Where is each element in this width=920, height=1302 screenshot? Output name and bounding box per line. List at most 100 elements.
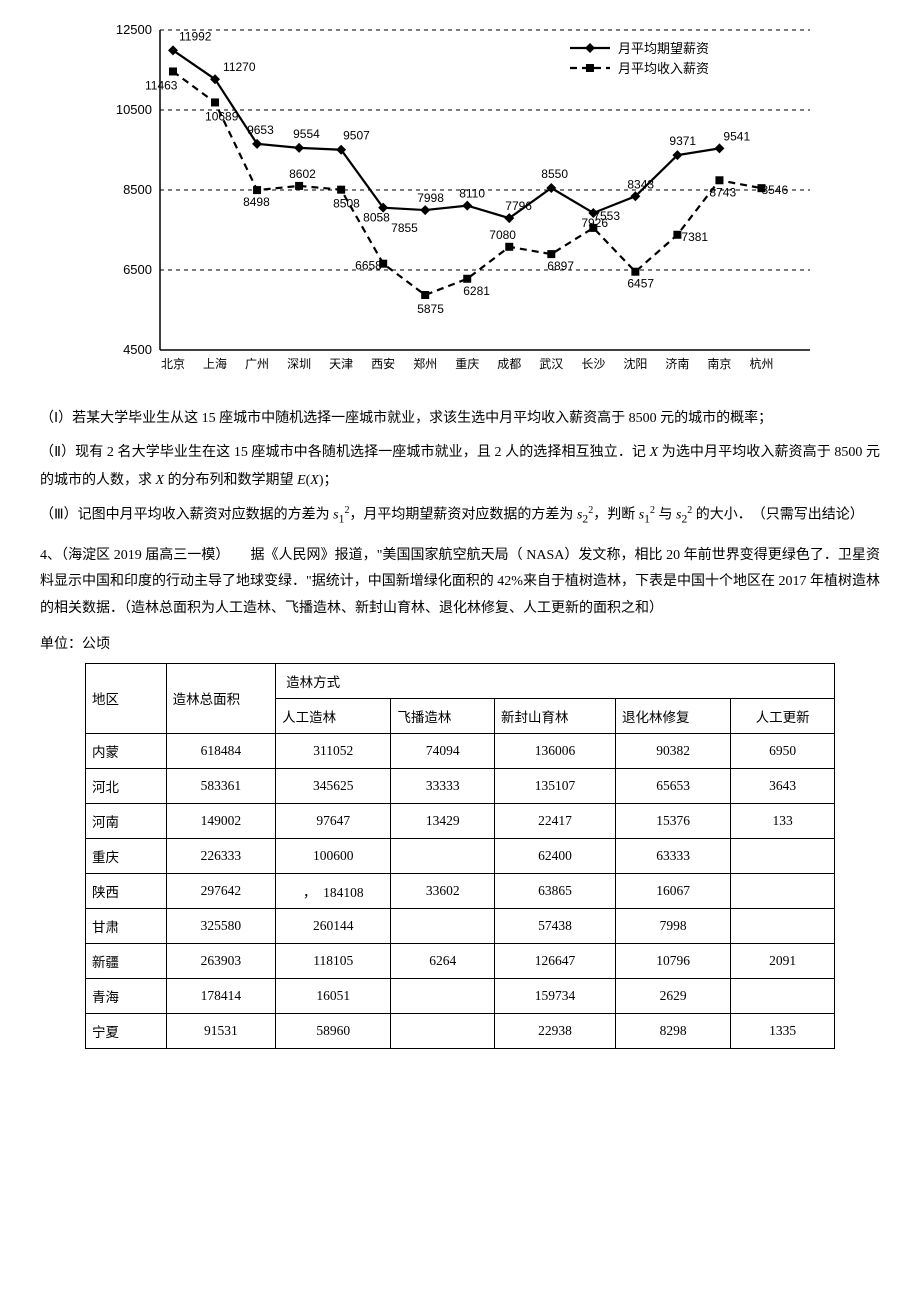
table-row: 河北58336134562533333135107656533643 [86, 768, 835, 803]
svg-text:12500: 12500 [116, 22, 152, 37]
svg-text:天津: 天津 [329, 357, 353, 371]
table-cell: 2091 [731, 943, 835, 978]
svg-text:杭州: 杭州 [749, 356, 773, 371]
table-cell: 15376 [616, 803, 731, 838]
salary-chart: 4500650085001050012500北京上海广州深圳天津西安郑州重庆成都… [90, 20, 830, 390]
svg-text:月平均收入薪资: 月平均收入薪资 [618, 61, 709, 76]
svg-text:10500: 10500 [116, 102, 152, 117]
table-cell [731, 908, 835, 943]
table-cell: 16067 [616, 873, 731, 908]
table-cell: 青海 [86, 978, 167, 1013]
table-cell [391, 978, 495, 1013]
table-row: 新疆2639031181056264126647107962091 [86, 943, 835, 978]
table-cell: 6264 [391, 943, 495, 978]
table-cell: 2629 [616, 978, 731, 1013]
table-cell [731, 873, 835, 908]
table-cell: 33602 [391, 873, 495, 908]
question-4: 4、（海淀区 2019 届高三一模） 据《人民网》报道，"美国国家航空航天局（ … [40, 543, 880, 623]
table-cell: 133 [731, 803, 835, 838]
svg-text:成都: 成都 [497, 357, 521, 371]
table-cell: 3643 [731, 768, 835, 803]
table-row: 甘肃325580260144574387998 [86, 908, 835, 943]
col-closure: 新封山育林 [495, 698, 616, 733]
svg-text:8550: 8550 [541, 167, 568, 181]
question-1: （Ⅰ）若某大学毕业生从这 15 座城市中随机选择一座城市就业，求该生选中月平均收… [40, 405, 880, 433]
col-total: 造林总面积 [166, 663, 275, 733]
svg-text:济南: 济南 [665, 356, 689, 371]
question-2: （Ⅱ）现有 2 名大学毕业生在这 15 座城市中各随机选择一座城市就业，且 2 … [40, 439, 880, 495]
col-region: 地区 [86, 663, 167, 733]
svg-text:6457: 6457 [627, 277, 654, 291]
svg-text:北京: 北京 [161, 357, 185, 371]
table-row: 重庆2263331006006240063333 [86, 838, 835, 873]
table-row: 河南14900297647134292241715376133 [86, 803, 835, 838]
table-cell [391, 1013, 495, 1048]
table-cell: 91531 [166, 1013, 275, 1048]
table-cell: 陕西 [86, 873, 167, 908]
var-x: X [156, 473, 165, 488]
table-cell: 新疆 [86, 943, 167, 978]
svg-text:11270: 11270 [223, 60, 256, 74]
table-cell: 97647 [276, 803, 391, 838]
svg-text:广州: 广州 [245, 357, 269, 371]
table-unit: 单位：公顷 [40, 633, 880, 653]
table-cell: 135107 [495, 768, 616, 803]
q3-text-c: ，判断 [593, 508, 639, 523]
table-cell: 河北 [86, 768, 167, 803]
svg-text:8343: 8343 [627, 177, 654, 191]
table-cell: 118105 [276, 943, 391, 978]
table-cell: 10796 [616, 943, 731, 978]
table-cell: 126647 [495, 943, 616, 978]
svg-text:9554: 9554 [293, 127, 320, 141]
svg-text:长沙: 长沙 [581, 357, 605, 371]
table-cell: 58960 [276, 1013, 391, 1048]
table-cell: 226333 [166, 838, 275, 873]
q3-text-b: ，月平均期望薪资对应数据的方差为 [349, 508, 577, 523]
table-cell: 57438 [495, 908, 616, 943]
col-methods: 造林方式 [276, 663, 835, 698]
svg-text:西安: 西安 [371, 356, 395, 371]
svg-text:9371: 9371 [669, 134, 696, 148]
svg-text:7998: 7998 [417, 191, 444, 205]
expr-ex: E [297, 473, 306, 488]
table-cell [731, 978, 835, 1013]
table-cell: 宁夏 [86, 1013, 167, 1048]
svg-text:7080: 7080 [489, 228, 516, 242]
svg-text:8743: 8743 [709, 185, 736, 199]
svg-text:6897: 6897 [547, 259, 574, 273]
table-cell: 90382 [616, 733, 731, 768]
q3-text-a: （Ⅲ）记图中月平均收入薪资对应数据的方差为 [40, 508, 333, 523]
table-cell: 1335 [731, 1013, 835, 1048]
table-cell: 260144 [276, 908, 391, 943]
table-cell: 内蒙 [86, 733, 167, 768]
table-cell: 33333 [391, 768, 495, 803]
q3-text-d: 与 [655, 508, 676, 523]
q2-text-d: ； [324, 473, 338, 488]
table-cell: 6950 [731, 733, 835, 768]
table-cell: 325580 [166, 908, 275, 943]
q2-text-c: 的分布列和数学期望 [164, 473, 297, 488]
var-x: X [650, 445, 659, 460]
svg-text:8500: 8500 [123, 182, 152, 197]
table-cell: 65653 [616, 768, 731, 803]
q3-text-e: 的大小． （只需写出结论） [692, 508, 864, 523]
table-cell: 618484 [166, 733, 275, 768]
svg-text:8498: 8498 [243, 195, 270, 209]
table-header-row: 地区 造林总面积 造林方式 [86, 663, 835, 698]
question-3: （Ⅲ）记图中月平均收入薪资对应数据的方差为 s12，月平均期望薪资对应数据的方差… [40, 501, 880, 531]
svg-text:6281: 6281 [463, 284, 490, 298]
svg-text:5875: 5875 [417, 302, 444, 316]
table-cell: 22938 [495, 1013, 616, 1048]
svg-text:深圳: 深圳 [287, 357, 311, 371]
table-cell: 159734 [495, 978, 616, 1013]
table-cell: 149002 [166, 803, 275, 838]
svg-text:8058: 8058 [363, 211, 390, 225]
svg-text:月平均期望薪资: 月平均期望薪资 [618, 41, 709, 56]
forestation-table: 地区 造林总面积 造林方式 人工造林 飞播造林 新封山育林 退化林修复 人工更新… [85, 663, 835, 1049]
table-cell [391, 838, 495, 873]
table-cell: 16051 [276, 978, 391, 1013]
table-cell: 63865 [495, 873, 616, 908]
table-row: 内蒙61848431105274094136006903826950 [86, 733, 835, 768]
svg-text:重庆: 重庆 [455, 357, 479, 371]
svg-text:6500: 6500 [123, 262, 152, 277]
